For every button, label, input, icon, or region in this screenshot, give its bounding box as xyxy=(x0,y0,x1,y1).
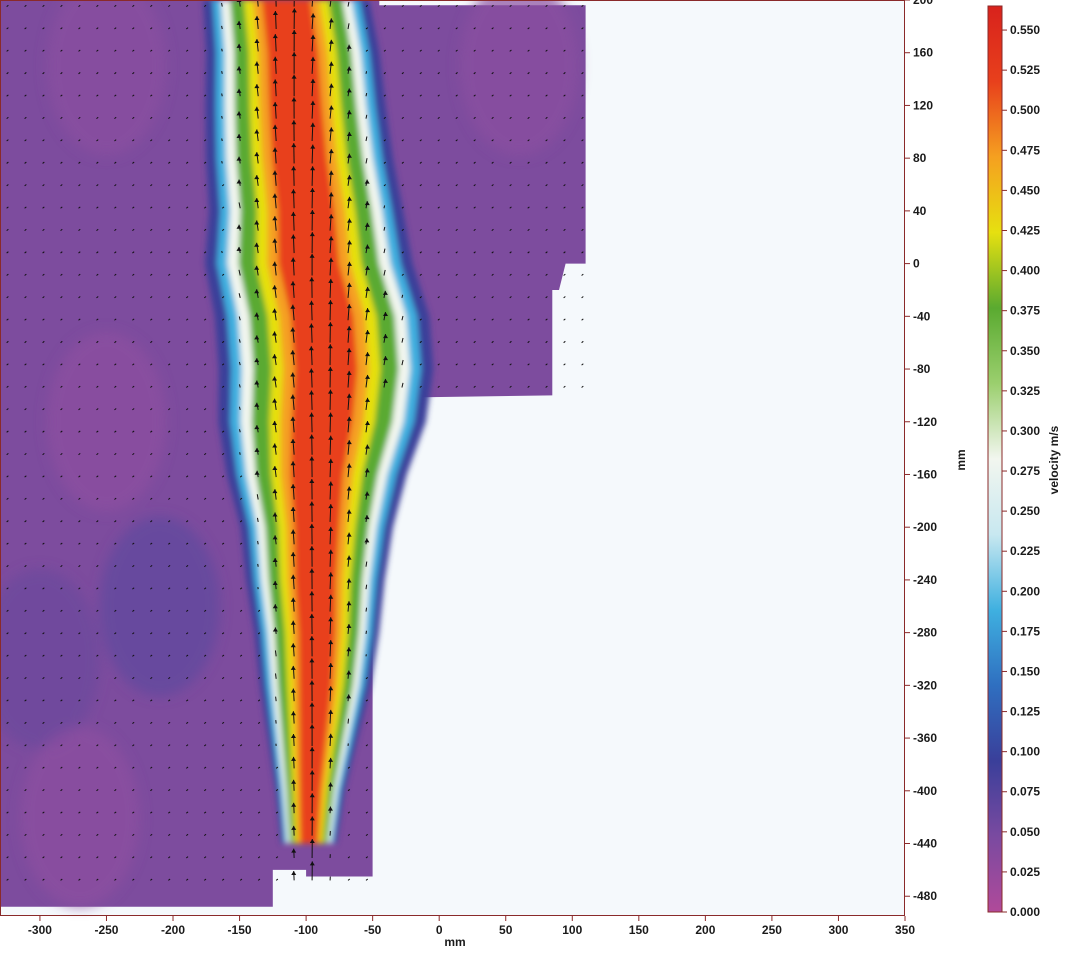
vector-arrows xyxy=(6,0,584,881)
plot-border xyxy=(0,0,905,916)
y-tick-label: 120 xyxy=(913,98,933,112)
y-tick-label: 40 xyxy=(913,204,927,218)
y-tick-label: -400 xyxy=(913,784,937,798)
y-tick-label: -480 xyxy=(913,889,937,903)
y-tick-label: -320 xyxy=(913,678,937,692)
x-tick-label: 150 xyxy=(629,923,649,937)
x-tick-label: -250 xyxy=(94,923,118,937)
x-tick-label: 200 xyxy=(695,923,715,937)
colorbar-tick-label: 0.475 xyxy=(1010,143,1040,157)
colorbar-tick-label: 0.375 xyxy=(1010,304,1040,318)
x-axis-title: mm xyxy=(444,935,465,949)
colorbar-ticks: 0.550 0.525 0.500 0.475 0.450 0.425 0.400 0.375… xyxy=(1002,23,1040,919)
colorbar-tick-label: 0.525 xyxy=(1010,63,1040,77)
colorbar-tick-label: 0.050 xyxy=(1010,825,1040,839)
x-tick-label: -50 xyxy=(364,923,382,937)
y-tick-label: -120 xyxy=(913,415,937,429)
colorbar-tick-label: 0.275 xyxy=(1010,464,1040,478)
colorbar-tick-label: 0.500 xyxy=(1010,103,1040,117)
y-axis: 200 160 120 80 40 0 -40 -80 -120 -160 -200 -240 -280… xyxy=(905,0,937,903)
y-tick-label: 0 xyxy=(913,257,920,271)
colorbar-tick-label: 0.075 xyxy=(1010,785,1040,799)
colorbar-tick-label: 0.250 xyxy=(1010,504,1040,518)
y-tick-label: -440 xyxy=(913,837,937,851)
y-tick-label: -280 xyxy=(913,626,937,640)
colorbar-tick-label: 0.100 xyxy=(1010,745,1040,759)
colorbar-tick-label: 0.200 xyxy=(1010,584,1040,598)
y-tick-label: -160 xyxy=(913,467,937,481)
y-tick-label: -360 xyxy=(913,731,937,745)
x-tick-label: -300 xyxy=(28,923,52,937)
y-axis-title: mm xyxy=(954,449,968,470)
x-tick-label: 0 xyxy=(436,923,443,937)
y-tick-label: -40 xyxy=(913,309,931,323)
colorbar-title: velocity m/s xyxy=(1047,425,1061,494)
colorbar-tick-label: 0.550 xyxy=(1010,23,1040,37)
x-tick-label: 250 xyxy=(762,923,782,937)
x-tick-label: -150 xyxy=(228,923,252,937)
y-tick-label: 160 xyxy=(913,46,933,60)
colorbar-tick-label: 0.425 xyxy=(1010,223,1040,237)
y-tick-label: 80 xyxy=(913,151,927,165)
x-tick-label: 100 xyxy=(562,923,582,937)
colorbar-tick-label: 0.400 xyxy=(1010,264,1040,278)
colorbar-tick-label: 0.450 xyxy=(1010,183,1040,197)
y-tick-label: 200 xyxy=(913,0,933,7)
y-tick-label: -240 xyxy=(913,573,937,587)
colorbar-tick-label: 0.225 xyxy=(1010,544,1040,558)
colorbar-tick-label: 0.150 xyxy=(1010,664,1040,678)
colorbar-tick-label: 0.125 xyxy=(1010,705,1040,719)
colorbar-tick-label: 0.025 xyxy=(1010,865,1040,879)
colorbar xyxy=(987,5,1003,913)
colorbar-tick-label: 0.350 xyxy=(1010,344,1040,358)
colorbar-tick-label: 0.000 xyxy=(1010,905,1040,919)
y-tick-label: -80 xyxy=(913,362,931,376)
x-tick-label: -200 xyxy=(161,923,185,937)
colorbar-tick-label: 0.325 xyxy=(1010,384,1040,398)
colorbar-tick-label: 0.175 xyxy=(1010,624,1040,638)
colorbar-tick-label: 0.300 xyxy=(1010,424,1040,438)
x-tick-label: 50 xyxy=(499,923,513,937)
x-tick-label: 300 xyxy=(828,923,848,937)
y-tick-label: -200 xyxy=(913,520,937,534)
x-axis: -300 -250 -200 -150 -100 -50 0 50 100 150 200 250 30… xyxy=(28,916,915,937)
velocity-field xyxy=(0,0,586,908)
x-tick-label: 350 xyxy=(895,923,915,937)
x-tick-label: -100 xyxy=(294,923,318,937)
